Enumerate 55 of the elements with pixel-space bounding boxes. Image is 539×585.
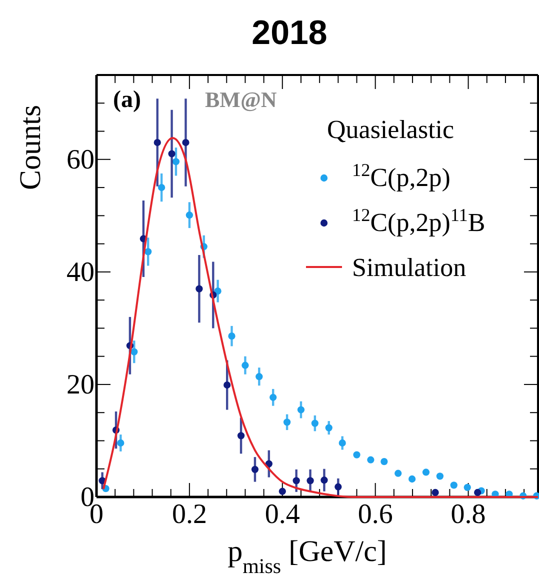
point <box>436 472 444 480</box>
point <box>144 248 152 256</box>
point <box>270 394 277 401</box>
x-tick-label: 0.2 <box>172 498 207 530</box>
x-tick-label: 0.8 <box>450 498 486 530</box>
y-tick-label: 60 <box>66 144 94 176</box>
point <box>464 484 471 491</box>
point <box>158 184 166 192</box>
point <box>117 439 124 447</box>
point <box>408 475 416 483</box>
point <box>214 288 222 295</box>
point <box>278 488 286 495</box>
point <box>338 439 346 447</box>
point <box>186 212 194 219</box>
point <box>130 348 138 356</box>
point <box>154 138 161 146</box>
legend-label: Simulation <box>352 253 466 282</box>
point <box>306 477 314 484</box>
point <box>242 362 249 369</box>
point <box>474 488 482 496</box>
x-axis-title: p$_{miss}$ [GeV/c] <box>228 535 387 578</box>
point <box>353 451 360 458</box>
point <box>450 482 458 489</box>
point <box>325 424 332 432</box>
point <box>182 138 190 146</box>
y-tick-label: 40 <box>66 256 94 288</box>
point <box>334 483 342 490</box>
annotation: (a) <box>113 87 141 113</box>
point <box>367 456 374 464</box>
point <box>292 477 300 484</box>
point <box>224 381 231 389</box>
point <box>196 285 203 292</box>
point <box>432 488 439 496</box>
point <box>311 420 318 427</box>
point <box>237 432 245 440</box>
legend-label: $^{12}$C(p,2p) <box>352 160 450 192</box>
point <box>228 332 236 340</box>
point <box>297 406 305 414</box>
legend-title: Quasielastic <box>327 115 454 144</box>
point <box>256 373 263 380</box>
annotation: BM@N <box>205 87 277 112</box>
y-tick-label: 20 <box>66 369 94 400</box>
chart-title: 2018 <box>252 14 328 52</box>
point <box>283 418 291 426</box>
point <box>394 470 402 477</box>
x-tick-label: 0.6 <box>358 498 393 530</box>
point <box>251 466 259 473</box>
point <box>380 458 388 466</box>
x-tick-label: 0.4 <box>264 498 300 530</box>
point <box>320 476 328 484</box>
legend-label: $^{12}$C(p,2p)$^{11}$B <box>352 205 486 237</box>
point <box>172 158 180 166</box>
point <box>168 150 176 158</box>
point <box>422 468 430 476</box>
y-axis-title: Counts <box>14 105 47 190</box>
